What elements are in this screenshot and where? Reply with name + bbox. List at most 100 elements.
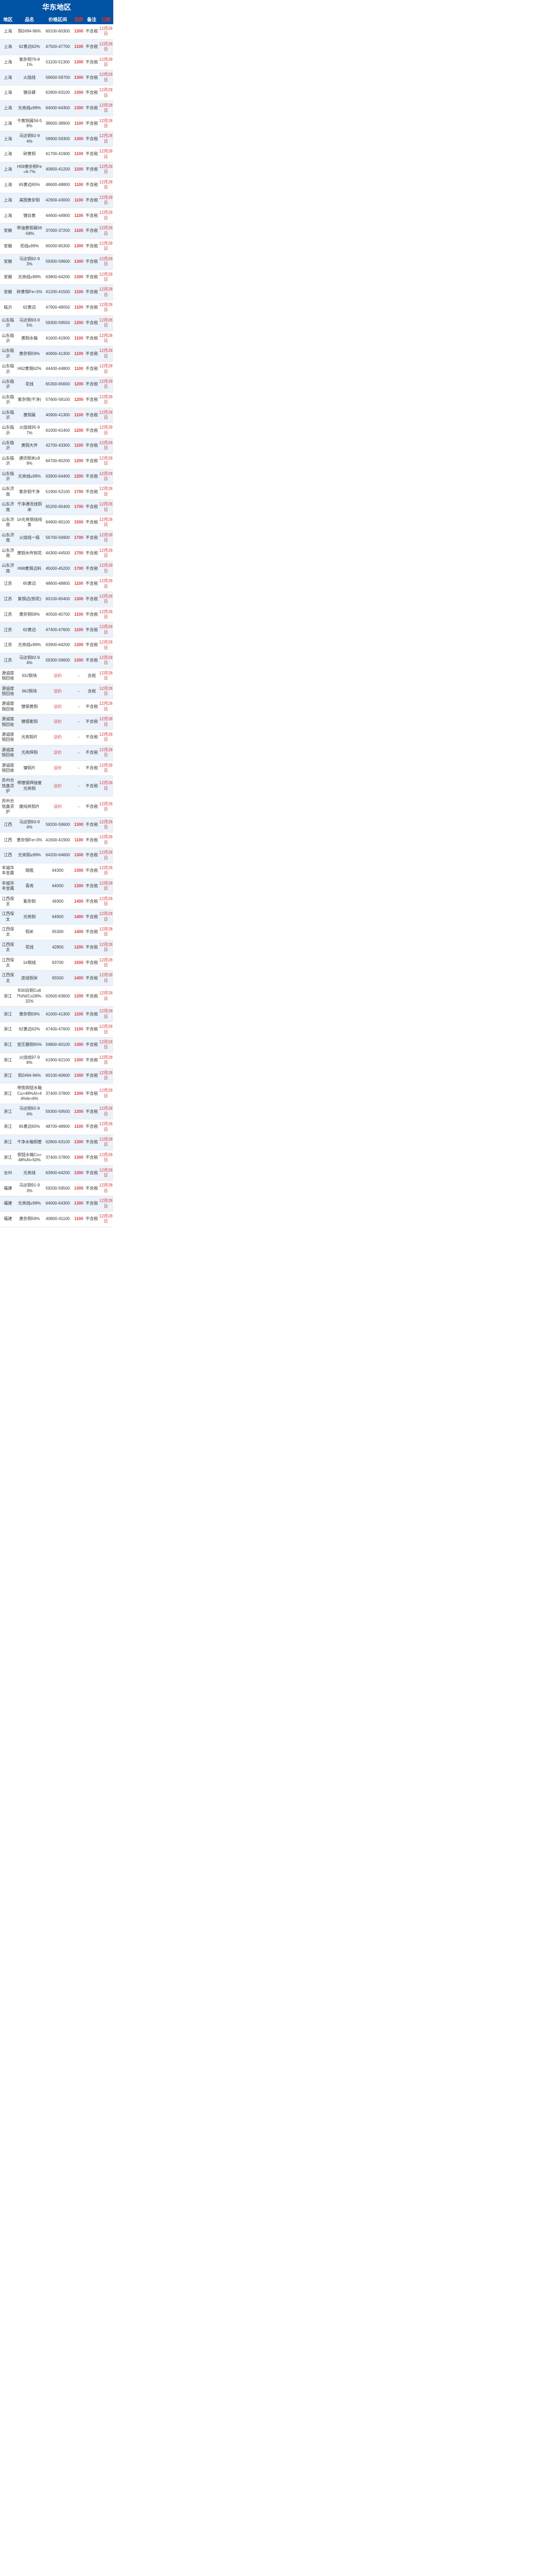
cell-note: 不含税 [85, 55, 98, 70]
table-row: 上海马达铜92-94%58900-593001300不含税12月28日 [0, 131, 113, 147]
cell-name: 65黄边 [16, 577, 43, 592]
cell-area: 上海 [0, 100, 16, 116]
table-row: 源诚度铜回收镀锡黄铜议价-不含税12月28日 [0, 699, 113, 715]
table-row: 江苏65黄边48600-488001100不含税12月28日 [0, 577, 113, 592]
cell-diff: 1300 [73, 70, 85, 86]
cell-diff: 1500 [73, 515, 85, 531]
cell-date: 12月28日 [98, 254, 113, 269]
table-row: 江西保太花线428001200不含税12月28日 [0, 940, 113, 955]
cell-date: 12月28日 [98, 147, 113, 162]
cell-price: 64000-64300 [43, 1196, 73, 1212]
cell-note: 不含税 [85, 817, 98, 833]
cell-name: 黄杂铜59% [16, 1007, 43, 1022]
cell-diff: 1100 [73, 362, 85, 377]
cell-area: 安徽 [0, 239, 16, 254]
cell-date: 12月28日 [98, 760, 113, 776]
cell-name: 黄铜水件刨花 [16, 546, 43, 561]
table-row: 安徽马达铜92-93%59300-596001300不含税12月28日 [0, 254, 113, 269]
cell-date: 12月28日 [98, 484, 113, 500]
th-diff: 涨跌 [73, 14, 85, 24]
cell-name: 65黄边65% [16, 177, 43, 193]
price-table: 地区 品名 价格区间 涨跌 备注 日期 上海铜2#94-96%60100-603… [0, 14, 113, 1227]
cell-name: 光亮焊铜 [16, 745, 43, 760]
cell-note: 不含税 [85, 622, 98, 638]
table-row: 上海镀白磷62800-631001300不含税12月28日 [0, 86, 113, 101]
cell-note: 不含税 [85, 591, 98, 607]
cell-diff: 1300 [73, 100, 85, 116]
cell-price: 议价 [43, 699, 73, 715]
cell-note: 不含税 [85, 1135, 98, 1150]
cell-note: 不含税 [85, 546, 98, 561]
cell-name: 火烧线97-98% [16, 1053, 43, 1068]
table-row: 浙江黄杂铜59%41000-413001100不含税12月28日 [0, 1007, 113, 1022]
cell-date: 12月28日 [98, 730, 113, 745]
cell-date: 12月28日 [98, 70, 113, 86]
cell-date: 12月28日 [98, 1104, 113, 1120]
cell-name: 熔粗 [16, 863, 43, 878]
cell-date: 12月28日 [98, 162, 113, 178]
cell-note: 不含税 [85, 530, 98, 546]
table-row: 山东济南干净通讯线铜米65200-654001700不含税12月28日 [0, 500, 113, 515]
cell-area: 山东济南 [0, 546, 16, 561]
cell-area: 江苏 [0, 607, 16, 622]
table-row: 浙江干净水箱铜管62800-631001300不含税12月28日 [0, 1135, 113, 1150]
cell-date: 12月28日 [98, 208, 113, 224]
cell-price: 51100-51300 [43, 55, 73, 70]
cell-diff: 1200 [73, 315, 85, 331]
cell-note: 不含税 [85, 796, 98, 817]
cell-price: 44400-44800 [43, 362, 73, 377]
cell-diff: 1200 [73, 392, 85, 408]
cell-name: 光亮线≥99% [16, 100, 43, 116]
cell-name: 黄铜屑 [16, 408, 43, 423]
cell-date: 12月28日 [98, 745, 113, 760]
cell-area: 山东临沂 [0, 346, 16, 362]
cell-area: 浙江 [0, 1135, 16, 1150]
cell-area: 山东临沂 [0, 438, 16, 454]
cell-area: 江西 [0, 833, 16, 848]
table-row: 江西保太紫杂铜493001400不含税12月28日 [0, 894, 113, 909]
cell-note: 含税 [85, 684, 98, 699]
table-row: 江西马达铜93-94%59200-596001300不含税12月28日 [0, 817, 113, 833]
table-row: 山东临沂火烧线95-97%61000-614001200不含税12月28日 [0, 423, 113, 438]
table-row: 上海火烧线59600-597001300不含税12月28日 [0, 70, 113, 86]
cell-area: 浙江 [0, 1104, 16, 1120]
table-row: 山东临沂花线65300-656001200不含税12月28日 [0, 377, 113, 392]
cell-price: 65500 [43, 971, 73, 986]
table-row: 源诚度铜回收光亮焊铜议价-不含税12月28日 [0, 745, 113, 760]
cell-name: 光亮线≥99% [16, 469, 43, 484]
cell-note: 不含税 [85, 1196, 98, 1212]
cell-price: 40500-40700 [43, 607, 73, 622]
cell-area: 源诚度铜回收 [0, 684, 16, 699]
cell-name: 紫杂铜79-81% [16, 55, 43, 70]
cell-name: 铜钮水箱Cu=48%Al=50% [16, 1150, 43, 1165]
cell-diff: 1100 [73, 193, 85, 208]
table-row: 江西保太皮线铜米655001400不含税12月28日 [0, 971, 113, 986]
table-row: 山东临沂黄铜屑40900-413001100不含税12月28日 [0, 408, 113, 423]
table-row: 临沂62黄边47900-480501100不含税12月28日 [0, 300, 113, 316]
table-row: 江西保太铜米653001400不含税12月28日 [0, 925, 113, 940]
table-row: 上海镀白黄44600-449001100不含税12月28日 [0, 208, 113, 224]
cell-date: 12月28日 [98, 331, 113, 346]
cell-price: 议价 [43, 730, 73, 745]
cell-name: 铜2#94-96% [16, 24, 43, 39]
cell-area: 江西保太 [0, 925, 16, 940]
cell-area: 源诚度铜回收 [0, 760, 16, 776]
cell-note: 不含税 [85, 86, 98, 101]
cell-diff: 1200 [73, 940, 85, 955]
th-price: 价格区间 [43, 14, 73, 24]
cell-name: 铜米 [16, 925, 43, 940]
cell-note: 不含税 [85, 500, 98, 515]
cell-price: 44300-44500 [43, 546, 73, 561]
cell-area: 丰城华丰金属 [0, 863, 16, 878]
cell-price: 41000-41300 [43, 1007, 73, 1022]
cell-note: 含税 [85, 668, 98, 684]
cell-diff: 1300 [73, 55, 85, 70]
cell-date: 12月28日 [98, 346, 113, 362]
cell-date: 12月28日 [98, 392, 113, 408]
cell-area: 山东临沂 [0, 315, 16, 331]
th-area: 地区 [0, 14, 16, 24]
cell-price: 64200-64600 [43, 848, 73, 863]
cell-note: 不含税 [85, 453, 98, 469]
cell-price: 40800-41100 [43, 1211, 73, 1227]
cell-name: 黄杂铜58% [16, 607, 43, 622]
